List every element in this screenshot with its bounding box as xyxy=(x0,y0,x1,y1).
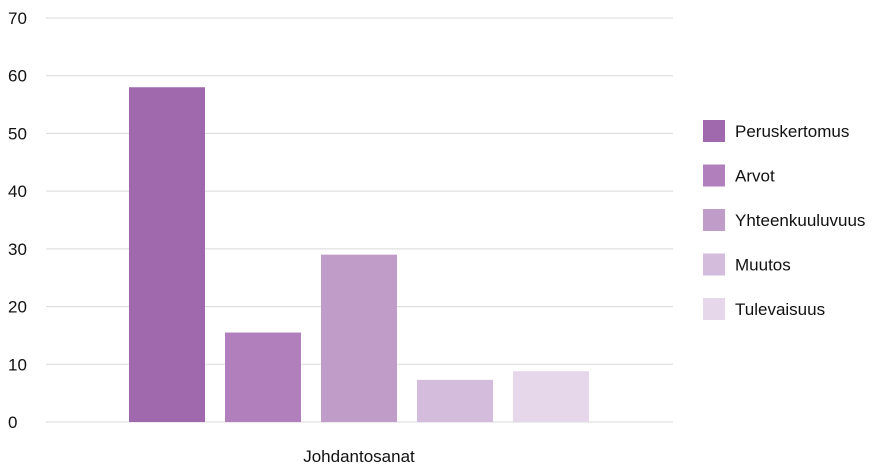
y-tick-label: 20 xyxy=(8,298,27,317)
legend-label: Peruskertomus xyxy=(735,122,849,141)
y-tick-label: 30 xyxy=(8,240,27,259)
bar-muutos xyxy=(417,379,493,422)
legend-label: Tulevaisuus xyxy=(735,300,825,319)
legend-label: Muutos xyxy=(735,256,791,275)
legend-item-tulevaisuus: Tulevaisuus xyxy=(703,298,825,320)
y-tick-label: 60 xyxy=(8,67,27,86)
bar-peruskertomus xyxy=(129,87,205,422)
y-tick-label: 0 xyxy=(8,413,17,432)
bar-yhteenkuuluvuus xyxy=(321,254,397,422)
legend-label: Yhteenkuuluvuus xyxy=(735,211,865,230)
bars xyxy=(129,87,589,422)
bar-arvot xyxy=(225,332,301,422)
legend-swatch xyxy=(703,298,725,320)
y-tick-label: 70 xyxy=(8,9,27,28)
legend-item-peruskertomus: Peruskertomus xyxy=(703,120,849,142)
y-tick-label: 50 xyxy=(8,124,27,143)
y-tick-label: 10 xyxy=(8,355,27,374)
legend-item-arvot: Arvot xyxy=(703,164,775,187)
legend-label: Arvot xyxy=(735,167,775,186)
legend-swatch xyxy=(703,253,725,276)
y-axis-tick-labels: 0 10 20 30 40 50 60 70 xyxy=(8,9,27,432)
legend-swatch xyxy=(703,120,725,142)
x-axis-category-labels: Johdantosanat xyxy=(303,447,415,466)
legend: Peruskertomus Arvot Yhteenkuuluvuus Muutos T… xyxy=(703,120,865,320)
x-category-label: Johdantosanat xyxy=(303,447,415,466)
bar-tulevaisuus xyxy=(513,371,589,422)
y-tick-label: 40 xyxy=(8,182,27,201)
legend-swatch xyxy=(703,209,725,231)
legend-swatch xyxy=(703,164,725,187)
legend-item-muutos: Muutos xyxy=(703,253,791,276)
legend-item-yhteenkuuluvuus: Yhteenkuuluvuus xyxy=(703,209,865,231)
